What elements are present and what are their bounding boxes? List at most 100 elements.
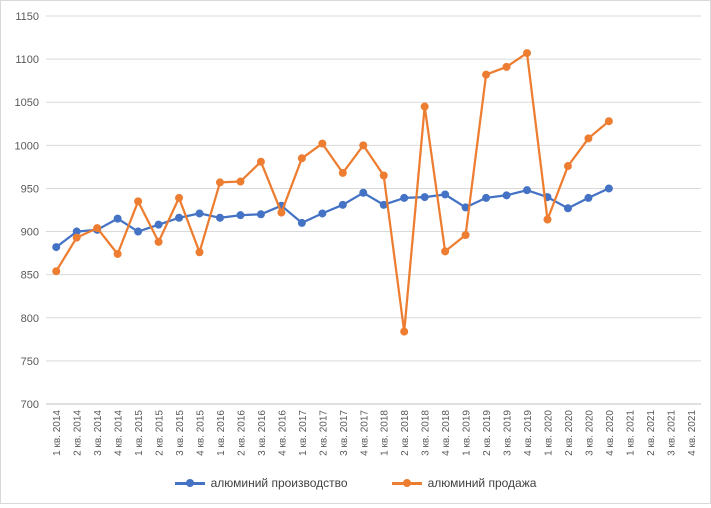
data-point	[584, 193, 593, 202]
x-tick-label: 2 кв. 2019	[482, 410, 493, 456]
legend-swatch-production	[174, 477, 205, 489]
data-point	[359, 141, 368, 150]
x-tick-label: 3 кв. 2015	[175, 410, 186, 456]
data-point	[523, 49, 532, 58]
x-tick-label: 4 кв. 2014	[114, 410, 125, 456]
x-tick-label: 3 кв. 2019	[503, 410, 514, 456]
x-tick-label: 1 кв. 2017	[298, 410, 309, 456]
y-tick-label: 850	[21, 270, 39, 282]
y-tick-label: 900	[21, 227, 39, 239]
data-point	[543, 215, 552, 224]
data-point	[256, 157, 265, 166]
data-point	[52, 243, 61, 252]
x-tick-label: 4 кв. 2018	[441, 410, 452, 456]
x-tick-label: 2 кв. 2017	[318, 410, 329, 456]
data-point	[318, 209, 327, 218]
legend-label-production: алюминий производство	[210, 476, 348, 490]
data-point	[502, 191, 511, 200]
data-point	[563, 162, 572, 171]
data-point	[93, 224, 102, 233]
data-point	[318, 139, 327, 148]
x-tick-label: 4 кв. 2020	[605, 410, 616, 456]
x-tick-label: 4 кв. 2016	[277, 410, 288, 456]
y-tick-label: 800	[21, 313, 39, 325]
x-tick-label: 3 кв. 2021	[666, 410, 677, 456]
legend-label-sales: алюминий продажа	[427, 476, 537, 490]
legend-swatch-sales	[391, 477, 422, 489]
data-point	[154, 237, 163, 246]
series-line-1	[55, 51, 610, 333]
y-tick-label: 950	[21, 183, 39, 195]
data-point	[584, 134, 593, 143]
x-tick-label: 2 кв. 2020	[564, 410, 575, 456]
x-axis: 1 кв. 2014 2 кв. 2014 3 кв. 2014 4 кв. 2014…	[52, 410, 698, 456]
data-point	[134, 227, 143, 236]
x-tick-label: 3 кв. 2018	[421, 410, 432, 456]
data-point	[154, 220, 163, 229]
x-tick-label: 1 кв. 2020	[543, 410, 554, 456]
x-tick-label: 4 кв. 2015	[196, 410, 207, 456]
data-point	[256, 210, 265, 219]
x-tick-label: 1 кв. 2018	[380, 410, 391, 456]
data-point	[72, 233, 81, 242]
data-point	[113, 249, 122, 258]
x-tick-label: 3 кв. 2017	[339, 410, 350, 456]
y-tick-label: 1000	[15, 140, 39, 152]
data-point	[277, 208, 286, 217]
y-tick-label: 700	[21, 399, 39, 411]
x-tick-label: 1 кв. 2019	[462, 410, 473, 456]
x-tick-label: 3 кв. 2020	[584, 410, 595, 456]
x-tick-label: 3 кв. 2014	[93, 410, 104, 456]
data-point	[400, 193, 409, 202]
data-point	[113, 214, 122, 223]
x-tick-label: 1 кв. 2016	[216, 410, 227, 456]
y-tick-label: 1050	[15, 97, 39, 109]
x-tick-label: 1 кв. 2021	[625, 410, 636, 456]
data-point	[604, 184, 613, 193]
data-point	[420, 102, 429, 111]
data-point	[134, 197, 143, 206]
x-tick-label: 2 кв. 2014	[73, 410, 84, 456]
legend-item-sales: алюминий продажа	[391, 476, 537, 490]
data-point	[297, 154, 306, 163]
data-point	[400, 327, 409, 336]
data-point	[52, 267, 61, 276]
data-point	[195, 248, 204, 257]
x-tick-label: 4 кв. 2019	[523, 410, 534, 456]
x-tick-label: 2 кв. 2015	[155, 410, 166, 456]
legend: алюминий производство алюминий продажа	[0, 476, 711, 490]
x-tick-label: 2 кв. 2021	[646, 410, 657, 456]
data-point	[215, 178, 224, 187]
data-point	[420, 193, 429, 202]
data-point	[215, 213, 224, 222]
data-point	[359, 188, 368, 197]
data-point	[236, 177, 245, 186]
data-point	[379, 171, 388, 180]
data-point	[195, 209, 204, 218]
data-point	[338, 168, 347, 177]
series-lines	[52, 49, 613, 336]
data-point	[482, 70, 491, 79]
data-point	[563, 204, 572, 213]
data-point	[175, 213, 184, 222]
data-point	[338, 200, 347, 209]
data-point	[236, 211, 245, 220]
series-line-0	[55, 187, 610, 248]
x-tick-label: 3 кв. 2016	[257, 410, 268, 456]
x-tick-label: 2 кв. 2016	[236, 410, 247, 456]
gridlines	[46, 15, 701, 405]
y-tick-label: 1100	[15, 54, 39, 66]
y-tick-label: 750	[21, 356, 39, 368]
x-tick-label: 4 кв. 2017	[359, 410, 370, 456]
x-tick-label: 1 кв. 2015	[134, 410, 145, 456]
data-point	[461, 231, 470, 240]
data-point	[502, 62, 511, 71]
data-point	[604, 117, 613, 126]
data-point	[175, 193, 184, 202]
x-tick-label: 2 кв. 2018	[400, 410, 411, 456]
data-point	[297, 218, 306, 227]
data-point	[482, 193, 491, 202]
data-point	[441, 247, 450, 256]
